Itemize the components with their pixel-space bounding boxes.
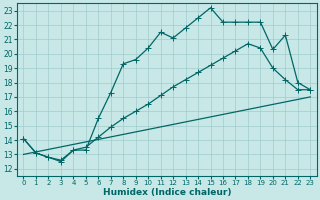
X-axis label: Humidex (Indice chaleur): Humidex (Indice chaleur) — [103, 188, 231, 197]
